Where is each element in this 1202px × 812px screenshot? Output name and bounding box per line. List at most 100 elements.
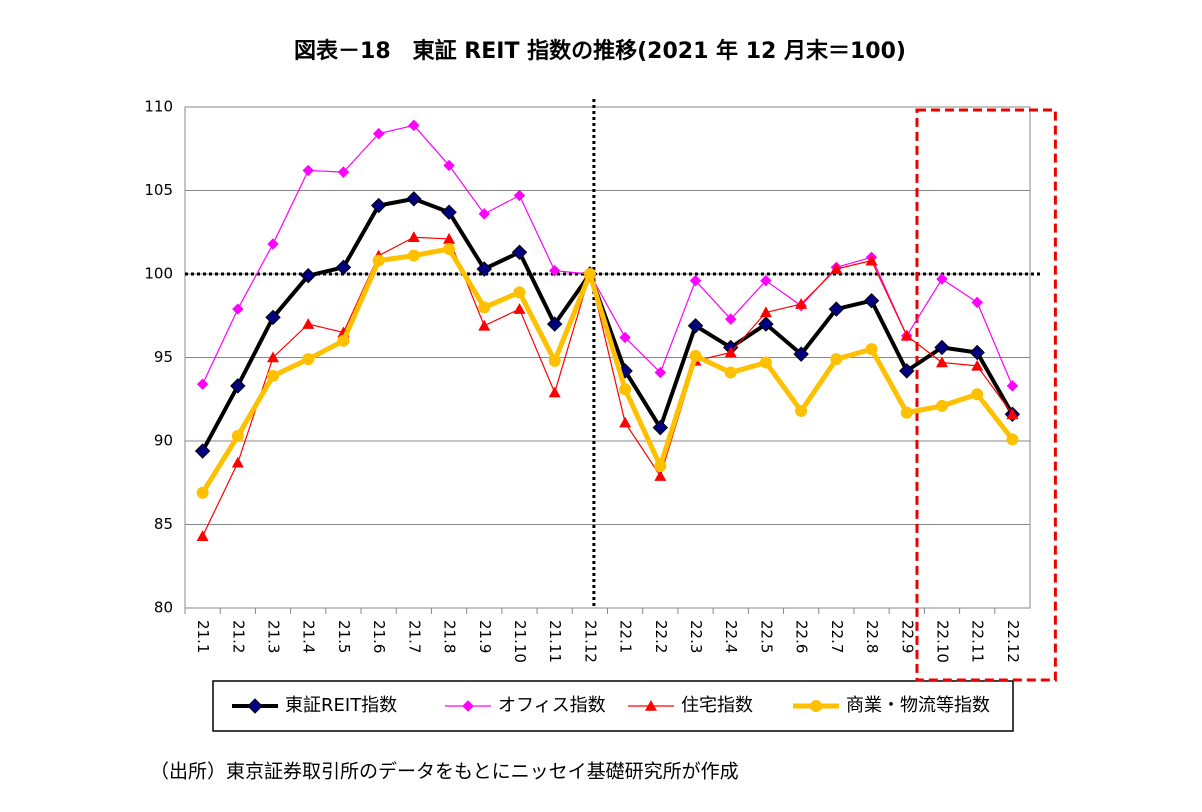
x-tick-label: 22.11: [969, 620, 987, 663]
x-tick-label: 22.1: [617, 620, 635, 653]
legend-label: オフィス指数: [498, 695, 606, 716]
point: [760, 274, 772, 287]
legend-marker: [462, 700, 474, 712]
point: [1006, 408, 1019, 420]
x-tick-label: 21.6: [370, 620, 388, 653]
legend-label: 東証REIT指数: [285, 695, 397, 716]
point: [194, 443, 211, 459]
point: [724, 346, 737, 358]
point: [548, 354, 561, 367]
x-tick-label: 21.4: [300, 620, 318, 653]
legend-box: [212, 680, 1014, 732]
point: [935, 399, 948, 412]
y-tick-label: 100: [144, 265, 173, 283]
legend-marker: [247, 698, 263, 714]
x-tick-label: 21.1: [194, 620, 212, 653]
chart-title: 図表－18 東証 REIT 指数の推移(2021 年 12 月末＝100): [294, 38, 906, 64]
legend-marker: [645, 700, 657, 711]
point: [265, 309, 281, 326]
y-tick-label: 80: [154, 599, 173, 617]
point: [513, 189, 526, 202]
point: [758, 316, 774, 332]
point: [337, 334, 350, 347]
series-line: [200, 246, 1015, 495]
y-tick-label: 90: [154, 432, 173, 450]
point: [478, 301, 491, 314]
point: [689, 274, 702, 287]
point: [302, 353, 315, 366]
y-tick-label: 95: [154, 348, 173, 366]
x-tick-label: 22.3: [687, 620, 705, 653]
point: [478, 208, 490, 220]
point: [865, 343, 878, 356]
point: [654, 470, 667, 481]
highlight-box: [915, 108, 1057, 682]
point: [548, 264, 561, 277]
point: [828, 301, 845, 317]
x-tick-label: 21.5: [335, 620, 353, 653]
point: [372, 128, 385, 140]
x-tick-label: 21.8: [441, 620, 459, 653]
point: [513, 303, 526, 314]
point: [196, 486, 209, 499]
point: [370, 197, 387, 214]
x-tick-label: 22.8: [863, 620, 881, 653]
x-tick-label: 21.11: [546, 620, 564, 663]
x-tick-label: 21.10: [511, 620, 529, 663]
series-line: [202, 124, 1013, 387]
x-tick-label: 21.12: [581, 620, 599, 663]
point: [687, 318, 704, 334]
point: [548, 386, 561, 398]
x-tick-label: 22.12: [1004, 620, 1022, 663]
point: [863, 293, 880, 309]
x-tick-label: 21.3: [265, 620, 283, 653]
y-tick-label: 85: [154, 515, 173, 533]
point: [583, 268, 596, 280]
point: [830, 353, 843, 366]
point: [443, 159, 455, 172]
point: [511, 244, 528, 260]
point: [971, 296, 983, 309]
x-tick-label: 22.10: [933, 620, 951, 663]
point: [793, 346, 809, 362]
point: [759, 306, 772, 318]
point: [654, 460, 667, 473]
point: [900, 406, 913, 419]
point: [546, 316, 563, 332]
point: [900, 329, 913, 341]
point: [267, 238, 279, 250]
point: [372, 254, 385, 267]
x-tick-label: 22.2: [652, 620, 670, 653]
point: [865, 254, 878, 266]
point: [231, 429, 244, 442]
x-tick-label: 22.7: [828, 620, 846, 653]
point: [337, 166, 350, 178]
point: [689, 349, 702, 362]
point: [619, 416, 632, 428]
x-tick-label: 21.2: [229, 620, 247, 653]
x-tick-label: 22.4: [722, 620, 740, 653]
legend-label: 住宅指数: [681, 695, 753, 716]
point: [725, 313, 737, 325]
point: [443, 232, 456, 244]
point: [619, 383, 632, 396]
point: [406, 191, 422, 207]
point: [654, 366, 667, 379]
source-note: （出所）東京証券取引所のデータをもとにニッセイ基礎研究所が作成: [150, 761, 739, 783]
legend-label: 商業・物流等指数: [846, 695, 990, 716]
point: [795, 298, 808, 309]
point: [1006, 433, 1019, 446]
point: [724, 366, 737, 379]
point: [302, 318, 315, 329]
point: [335, 259, 352, 276]
legend-marker: [810, 700, 822, 712]
point: [934, 339, 950, 356]
point: [231, 456, 244, 468]
point: [407, 249, 420, 262]
point: [513, 286, 526, 299]
x-tick-label: 21.7: [405, 620, 423, 653]
point: [935, 356, 948, 368]
x-tick-label: 22.6: [793, 620, 811, 653]
point: [1006, 380, 1019, 392]
point: [230, 378, 246, 394]
